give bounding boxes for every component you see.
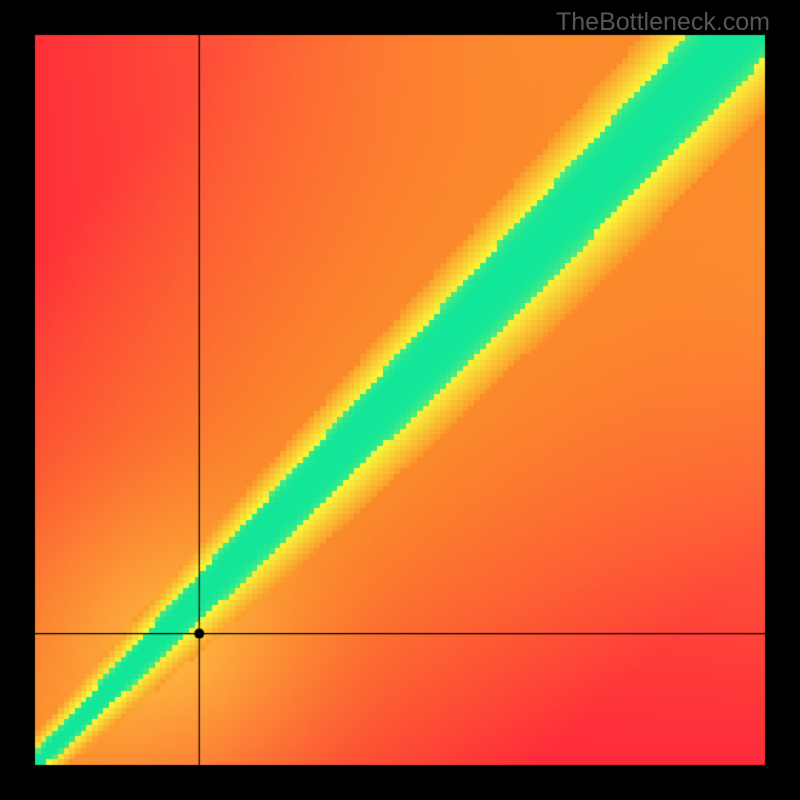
- bottleneck-heatmap: [0, 0, 800, 800]
- watermark-text: TheBottleneck.com: [556, 8, 770, 37]
